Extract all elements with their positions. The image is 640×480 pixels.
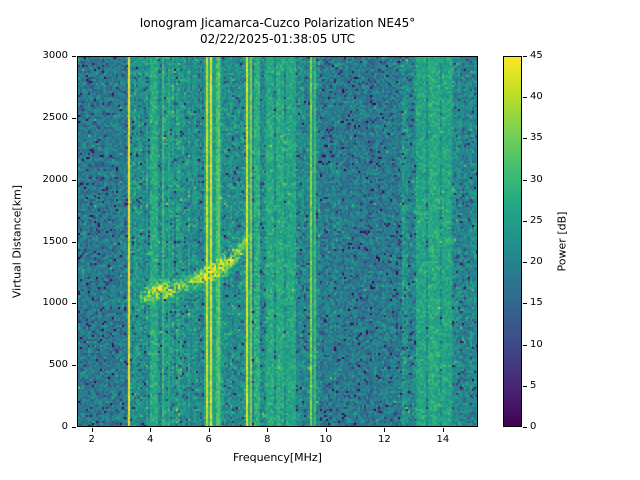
y-tick-mark [72,242,76,243]
x-tick-label: 2 [88,434,95,445]
colorbar-tick-label: 15 [530,297,543,309]
y-tick-label: 1000 [42,297,68,309]
colorbar-tick-mark [523,303,527,304]
x-tick-label: 6 [205,434,212,445]
colorbar-tick-mark [523,138,527,139]
y-tick-mark [72,303,76,304]
colorbar-tick-label: 25 [530,214,543,226]
x-tick-mark [209,428,210,432]
y-tick-mark [72,365,76,366]
plot-area [77,56,478,427]
x-tick-label: 8 [264,434,271,445]
colorbar-tick-label: 0 [530,421,537,432]
colorbar-tick-label: 40 [530,91,543,103]
x-tick-mark [267,428,268,432]
colorbar-tick-label: 10 [530,338,543,350]
y-tick-mark [72,427,76,428]
y-tick-label: 3000 [42,50,68,61]
y-tick-label: 2500 [42,111,68,123]
colorbar-tick-label: 35 [530,132,543,144]
y-tick-label: 500 [48,359,68,371]
y-tick-mark [72,56,76,57]
y-tick-mark [72,118,76,119]
x-axis-label: Frequency[MHz] [233,451,322,464]
y-tick-mark [72,180,76,181]
colorbar-tick-mark [523,262,527,263]
colorbar-tick-mark [523,221,527,222]
x-tick-label: 14 [436,434,450,445]
colorbar-tick-mark [523,386,527,387]
chart-title-line2: 02/22/2025-01:38:05 UTC [200,32,355,46]
chart-title: Ionogram Jicamarca-Cuzco Polarization NE… [77,15,478,47]
x-tick-mark [150,428,151,432]
y-tick-label: 0 [61,421,68,432]
colorbar [503,56,522,427]
x-tick-mark [326,428,327,432]
ionogram-heatmap [78,57,477,426]
x-tick-mark [443,428,444,432]
x-tick-label: 12 [377,434,391,445]
x-tick-label: 4 [146,434,154,445]
y-tick-label: 1500 [42,235,68,247]
colorbar-tick-mark [523,56,527,57]
colorbar-tick-label: 20 [530,256,543,268]
x-tick-mark [384,428,385,432]
colorbar-tick-mark [523,97,527,98]
chart-title-line1: Ionogram Jicamarca-Cuzco Polarization NE… [139,16,416,30]
x-tick-mark [92,428,93,432]
colorbar-tick-mark [523,345,527,346]
colorbar-tick-mark [523,427,527,428]
colorbar-tick-mark [523,180,527,181]
colorbar-tick-label: 30 [530,173,543,185]
colorbar-label: Power [dB] [555,211,569,272]
y-tick-label: 2000 [42,173,68,185]
x-tick-label: 10 [319,434,333,445]
colorbar-tick-label: 45 [530,50,543,61]
colorbar-tick-label: 5 [530,379,537,391]
